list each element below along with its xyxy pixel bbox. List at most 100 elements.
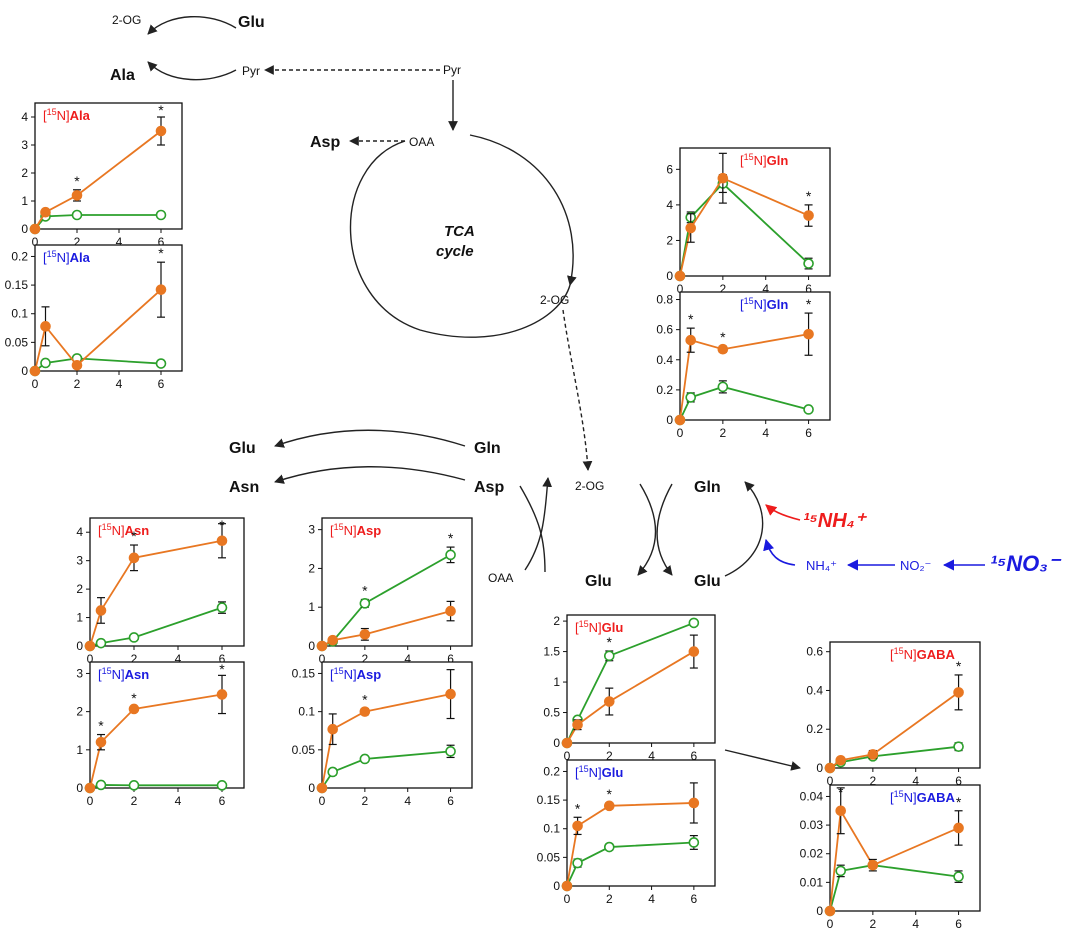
treated-point <box>128 552 140 564</box>
node-ala: Ala <box>110 67 135 84</box>
chart-gln-red: 0 2 4 6 0 2 4 6 [15N]Gln * <box>666 147 831 296</box>
node-15nh4: ¹⁵NH₄⁺ <box>803 510 868 532</box>
treated-point <box>824 905 836 917</box>
y-tick-label: 0.2 <box>11 249 28 263</box>
node-gln-right: Gln <box>694 479 721 496</box>
node-tca-line2: cycle <box>436 243 474 260</box>
y-tick-label: 0.8 <box>656 293 673 307</box>
control-point <box>155 358 167 369</box>
y-tick-label: 4 <box>76 525 83 539</box>
x-tick-label: 2 <box>74 235 81 249</box>
x-tick-label: 0 <box>677 282 684 296</box>
y-tick-label: 0.05 <box>5 335 29 349</box>
x-tick-label: 4 <box>175 652 182 666</box>
significance-star: * <box>131 690 137 706</box>
x-tick-label: 6 <box>955 917 962 931</box>
control-line <box>566 622 695 744</box>
control-point <box>95 779 107 791</box>
x-tick-label: 6 <box>158 235 165 249</box>
x-tick-label: 4 <box>648 749 655 763</box>
chart-title: [15N]Ala <box>43 249 91 265</box>
significance-star: * <box>607 634 613 650</box>
y-tick-label: 1 <box>553 675 560 689</box>
x-tick-label: 6 <box>691 892 698 906</box>
y-tick-label: 0 <box>76 639 83 653</box>
chart-frame <box>829 784 981 912</box>
node-pyr-right: Pyr <box>443 63 461 77</box>
x-tick-label: 0 <box>827 917 834 931</box>
y-tick-label: 0 <box>308 639 315 653</box>
control-point <box>445 549 456 561</box>
node-glu-mid: Glu <box>229 440 256 457</box>
treated-line <box>679 177 809 277</box>
control-point <box>155 209 167 221</box>
control-point <box>688 617 700 629</box>
significance-star: * <box>362 692 368 708</box>
treated-point <box>316 782 328 794</box>
treated-point <box>128 703 140 715</box>
x-tick-label: 2 <box>870 774 877 788</box>
tca-cycle-arrow-2 <box>469 134 577 286</box>
node-tca-line1: TCA <box>444 223 475 240</box>
x-tick-label: 2 <box>606 892 613 906</box>
treated-point <box>445 688 456 700</box>
treated-point <box>953 822 964 834</box>
x-tick-label: 4 <box>648 892 655 906</box>
tca-cycle-arrow <box>349 140 571 338</box>
control-point <box>603 650 615 662</box>
control-point <box>603 841 615 853</box>
arrow-2og-to-glu-center <box>656 483 673 576</box>
x-tick-label: 4 <box>912 774 919 788</box>
y-tick-label: 0.04 <box>800 789 824 803</box>
pathway-arrows <box>147 15 801 771</box>
significance-star: * <box>688 311 694 327</box>
x-tick-label: 4 <box>116 235 123 249</box>
y-tick-label: 0 <box>21 364 28 378</box>
control-point <box>216 602 228 613</box>
control-line <box>566 841 694 887</box>
x-tick-label: 0 <box>32 377 39 391</box>
y-tick-label: 3 <box>76 554 83 568</box>
y-tick-label: 0 <box>553 736 560 750</box>
treated-point <box>216 689 228 700</box>
significance-star: * <box>575 800 581 816</box>
treated-point <box>674 414 686 426</box>
treated-line <box>829 691 960 769</box>
chart-gaba-red: 0 0.2 0.4 0.6 0 2 4 6 [15N]GABA* <box>806 641 981 788</box>
y-tick-label: 1.5 <box>543 645 560 659</box>
y-tick-label: 0.6 <box>806 645 823 659</box>
chart-frame <box>566 614 716 744</box>
treated-point <box>316 640 328 652</box>
control-line <box>829 864 959 912</box>
y-tick-label: 2 <box>76 582 83 596</box>
y-tick-label: 0.4 <box>656 353 673 367</box>
node-oaa-top: OAA <box>409 135 434 149</box>
treated-point <box>953 687 964 698</box>
y-tick-label: 0.5 <box>543 706 560 720</box>
node-glu-right-bottom: Glu <box>694 573 721 590</box>
x-tick-label: 6 <box>955 774 962 788</box>
control-point <box>688 837 700 848</box>
y-tick-label: 0.15 <box>5 278 29 292</box>
control-point <box>572 857 583 869</box>
x-tick-label: 4 <box>404 652 411 666</box>
treated-point <box>717 343 729 355</box>
x-tick-label: 4 <box>175 794 182 808</box>
node-no2: NO₂⁻ <box>900 558 931 573</box>
node-glu-left-bottom: Glu <box>585 573 612 590</box>
control-point <box>445 746 456 757</box>
y-tick-label: 2 <box>553 614 560 628</box>
significance-star: * <box>131 528 137 544</box>
significance-star: * <box>158 245 164 261</box>
treated-point <box>71 190 83 201</box>
y-tick-label: 0.02 <box>800 847 824 861</box>
chart-asp-red: 0 1 2 3 0 2 4 6 [15N]Asp * * <box>308 517 473 666</box>
treated-point <box>95 736 107 748</box>
treated-point <box>445 605 456 617</box>
control-line <box>679 182 810 277</box>
treated-point <box>216 535 228 547</box>
x-tick-label: 2 <box>870 917 877 931</box>
pathway-nodes: Glu 2-OG Ala Pyr Pyr Asp OAA TCA cycle 2… <box>110 13 1062 590</box>
